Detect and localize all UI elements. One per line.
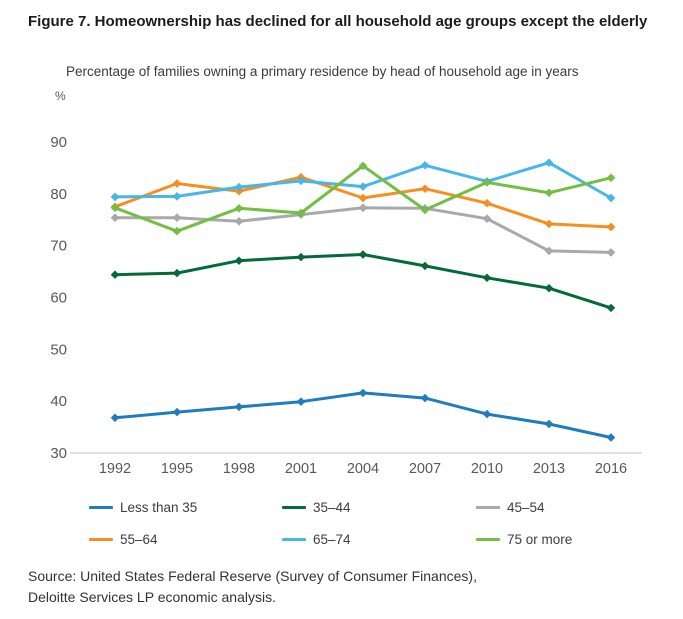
data-point-marker-55-64: [482, 198, 492, 208]
data-point-marker-55-64: [420, 184, 430, 194]
data-point-marker-75-or-more: [544, 188, 554, 198]
data-point-marker-65-74: [172, 191, 182, 201]
data-point-marker-35-44: [358, 249, 368, 260]
x-tick-label: 2007: [409, 461, 441, 477]
data-point-marker-45-54: [234, 216, 244, 226]
x-tick-label: 2010: [471, 461, 503, 477]
data-point-marker-35-44: [296, 252, 306, 262]
y-axis-unit-label: %: [55, 89, 66, 103]
legend-item-65-74: 65–74: [282, 531, 351, 547]
data-point-marker-65-74: [110, 192, 120, 202]
data-point-marker-55-64: [544, 219, 554, 229]
data-point-marker-45-54: [606, 247, 616, 257]
legend-swatch-65-74: [282, 537, 306, 541]
legend-label: 55–64: [120, 531, 158, 547]
data-point-marker-35-44: [234, 256, 244, 266]
data-point-marker-45-54: [172, 213, 182, 223]
data-point-marker-35-44: [420, 261, 430, 271]
legend-swatch-75-or-more: [476, 537, 500, 541]
data-point-marker-75-or-more: [358, 161, 368, 171]
y-tick-label: 80: [50, 186, 67, 203]
legend-swatch-35-44: [282, 505, 306, 509]
data-point-marker-35-44: [110, 270, 120, 280]
data-point-marker-65-74: [544, 158, 554, 168]
series-line-less-than-35: [113, 391, 613, 439]
legend-label: 75 or more: [507, 531, 573, 547]
data-point-marker-less-than-35: [420, 393, 430, 403]
legend-item-less-than-35: Less than 35: [89, 499, 197, 515]
legend-swatch-45-54: [476, 505, 500, 509]
legend-label: 65–74: [313, 531, 351, 547]
legend-item-55-64: 55–64: [89, 531, 158, 547]
legend-swatch-less-than-35: [89, 505, 113, 509]
data-point-marker-65-74: [234, 182, 244, 192]
legend-label: 35–44: [313, 499, 351, 515]
x-tick-label: 2016: [595, 461, 627, 477]
data-point-marker-75-or-more: [606, 173, 616, 183]
y-tick-label: 40: [50, 393, 67, 410]
source-note: Source: United States Federal Reserve (S…: [28, 568, 477, 605]
data-point-marker-less-than-35: [544, 419, 554, 429]
data-point-marker-45-54: [544, 246, 554, 256]
data-point-marker-35-44: [544, 283, 554, 293]
legend-label: Less than 35: [120, 499, 198, 515]
data-point-marker-35-44: [482, 273, 492, 283]
data-point-marker-65-74: [606, 193, 616, 203]
x-tick-label: 1992: [99, 461, 131, 477]
y-tick-label: 90: [50, 134, 67, 151]
data-point-marker-75-or-more: [234, 203, 244, 213]
x-tick-label: 1995: [161, 461, 193, 477]
data-point-marker-less-than-35: [482, 409, 492, 419]
data-point-marker-35-44: [606, 303, 616, 313]
data-point-marker-75-or-more: [172, 226, 182, 236]
y-tick-label: 70: [50, 238, 67, 255]
legend-item-35-44: 35–44: [282, 499, 351, 515]
y-tick-label: 50: [50, 341, 67, 358]
data-point-marker-65-74: [358, 182, 368, 192]
data-point-marker-less-than-35: [172, 407, 182, 417]
data-point-marker-45-54: [358, 203, 368, 213]
y-tick-label: 60: [50, 290, 67, 307]
data-point-marker-55-64: [358, 193, 368, 203]
data-point-marker-65-74: [296, 176, 306, 186]
data-point-marker-75-or-more: [482, 177, 492, 187]
data-point-marker-less-than-35: [606, 432, 616, 443]
figure-title: Figure 7. Homeownership has declined for…: [28, 13, 648, 30]
data-point-marker-less-than-35: [110, 413, 120, 423]
data-point-marker-75-or-more: [420, 205, 430, 215]
legend-label: 45–54: [507, 499, 545, 515]
y-tick-label: 30: [50, 445, 67, 462]
data-point-marker-less-than-35: [234, 402, 244, 412]
series-line-45-54: [113, 206, 613, 254]
chart-subtitle: Percentage of families owning a primary …: [66, 64, 579, 79]
x-tick-label: 2004: [347, 461, 379, 477]
data-point-marker-75-or-more: [110, 203, 120, 213]
data-point-marker-75-or-more: [296, 208, 306, 218]
data-point-marker-45-54: [110, 213, 120, 223]
data-point-marker-less-than-35: [296, 397, 306, 407]
data-point-marker-35-44: [172, 268, 182, 278]
legend-item-45-54: 45–54: [476, 499, 545, 515]
legend-swatch-55-64: [89, 537, 113, 541]
data-point-marker-less-than-35: [358, 388, 368, 398]
data-point-marker-45-54: [482, 214, 492, 224]
x-tick-label: 2001: [285, 461, 317, 477]
x-tick-label: 2013: [533, 461, 565, 477]
x-tick-label: 1998: [223, 461, 255, 477]
data-point-marker-55-64: [606, 222, 616, 232]
legend-item-75-or-more: 75 or more: [476, 531, 572, 547]
data-point-marker-55-64: [172, 178, 182, 189]
line-chart: % 30 40 50 60 70 80 90 1992 1995 1998 2001 2004 2007 2…: [50, 89, 642, 477]
data-point-marker-65-74: [420, 160, 430, 170]
series-line-35-44: [113, 253, 613, 310]
